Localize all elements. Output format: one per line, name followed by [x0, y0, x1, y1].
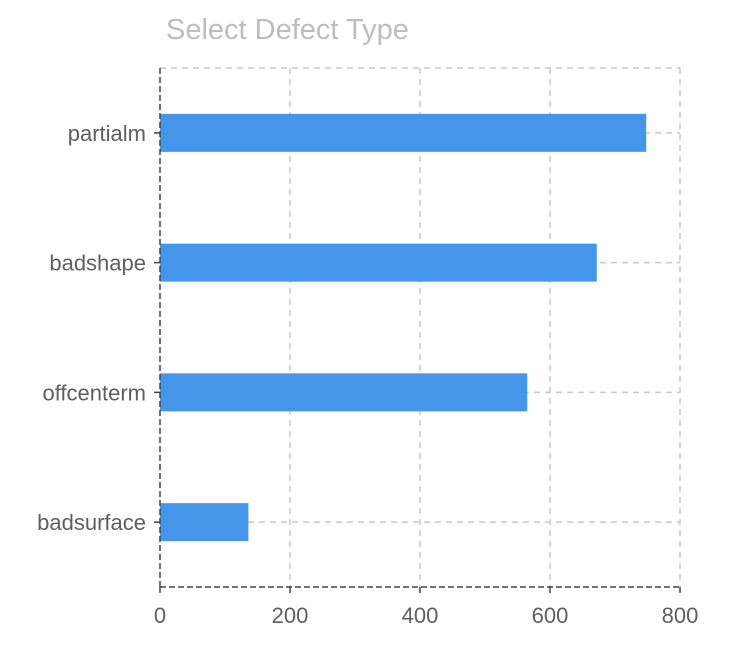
chart-title: Select Defect Type: [166, 14, 409, 46]
labels: partialm badshape offcenterm badsurface 0 200…: [37, 121, 698, 628]
x-tick-label: 400: [402, 603, 439, 628]
category-label: badshape: [49, 251, 146, 276]
bars: [160, 113, 647, 542]
x-tick-label: 600: [532, 603, 569, 628]
x-tick-label: 200: [272, 603, 309, 628]
x-tick-label: 800: [662, 603, 699, 628]
axes: [154, 68, 681, 593]
category-label: partialm: [68, 121, 146, 146]
bar-partialm: [160, 113, 647, 152]
category-label: badsurface: [37, 510, 146, 535]
bar-badshape: [160, 243, 597, 282]
x-tick-label: 0: [154, 603, 166, 628]
bar-offcenterm: [160, 373, 528, 412]
category-label: offcenterm: [42, 380, 146, 405]
bar-badsurface: [160, 503, 249, 542]
